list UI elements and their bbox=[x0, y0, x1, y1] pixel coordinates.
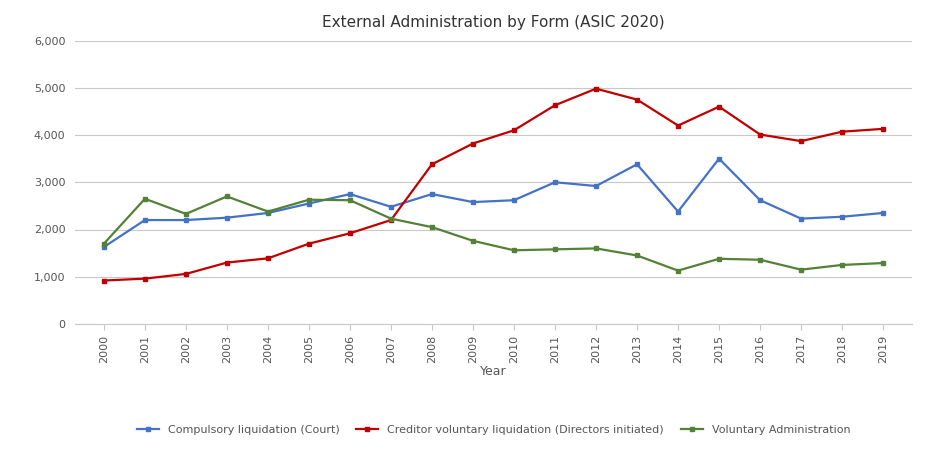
Voluntary Administration bbox=[262, 209, 274, 214]
Compulsory liquidation (Court) bbox=[344, 191, 355, 197]
Voluntary Administration bbox=[467, 238, 478, 243]
Voluntary Administration bbox=[304, 197, 315, 202]
Voluntary Administration bbox=[99, 241, 110, 247]
Creditor voluntary liquidation (Directors initiated) bbox=[344, 230, 355, 236]
Creditor voluntary liquidation (Directors initiated) bbox=[672, 123, 683, 128]
Voluntary Administration bbox=[755, 257, 766, 262]
Legend: Compulsory liquidation (Court), Creditor voluntary liquidation (Directors initia: Compulsory liquidation (Court), Creditor… bbox=[133, 420, 854, 439]
Voluntary Administration bbox=[590, 246, 602, 251]
Voluntary Administration bbox=[672, 268, 683, 273]
Compulsory liquidation (Court) bbox=[262, 210, 274, 216]
Voluntary Administration bbox=[139, 196, 150, 202]
Voluntary Administration bbox=[509, 248, 520, 253]
Voluntary Administration bbox=[385, 216, 397, 221]
Creditor voluntary liquidation (Directors initiated) bbox=[139, 276, 150, 281]
Voluntary Administration bbox=[221, 194, 232, 199]
Voluntary Administration bbox=[549, 247, 560, 252]
Compulsory liquidation (Court) bbox=[713, 156, 725, 162]
X-axis label: Year: Year bbox=[480, 365, 507, 378]
Creditor voluntary liquidation (Directors initiated) bbox=[427, 162, 438, 167]
Voluntary Administration bbox=[713, 256, 725, 261]
Creditor voluntary liquidation (Directors initiated) bbox=[632, 97, 643, 102]
Voluntary Administration bbox=[877, 261, 888, 266]
Creditor voluntary liquidation (Directors initiated) bbox=[262, 256, 274, 261]
Voluntary Administration bbox=[837, 262, 848, 268]
Creditor voluntary liquidation (Directors initiated) bbox=[713, 104, 725, 109]
Compulsory liquidation (Court) bbox=[795, 216, 807, 221]
Compulsory liquidation (Court) bbox=[877, 210, 888, 216]
Compulsory liquidation (Court) bbox=[672, 209, 683, 214]
Voluntary Administration bbox=[344, 198, 355, 203]
Voluntary Administration bbox=[795, 267, 807, 272]
Voluntary Administration bbox=[632, 253, 643, 258]
Line: Creditor voluntary liquidation (Directors initiated): Creditor voluntary liquidation (Director… bbox=[102, 86, 885, 283]
Creditor voluntary liquidation (Directors initiated) bbox=[509, 128, 520, 133]
Creditor voluntary liquidation (Directors initiated) bbox=[467, 141, 478, 146]
Title: External Administration by Form (ASIC 2020): External Administration by Form (ASIC 20… bbox=[322, 14, 665, 30]
Creditor voluntary liquidation (Directors initiated) bbox=[590, 86, 602, 91]
Line: Voluntary Administration: Voluntary Administration bbox=[102, 194, 885, 273]
Compulsory liquidation (Court) bbox=[632, 162, 643, 167]
Creditor voluntary liquidation (Directors initiated) bbox=[877, 126, 888, 131]
Compulsory liquidation (Court) bbox=[509, 198, 520, 203]
Creditor voluntary liquidation (Directors initiated) bbox=[837, 129, 848, 135]
Compulsory liquidation (Court) bbox=[837, 214, 848, 220]
Compulsory liquidation (Court) bbox=[467, 199, 478, 205]
Creditor voluntary liquidation (Directors initiated) bbox=[221, 260, 232, 265]
Creditor voluntary liquidation (Directors initiated) bbox=[755, 132, 766, 137]
Compulsory liquidation (Court) bbox=[755, 198, 766, 203]
Creditor voluntary liquidation (Directors initiated) bbox=[549, 103, 560, 108]
Compulsory liquidation (Court) bbox=[99, 244, 110, 250]
Compulsory liquidation (Court) bbox=[427, 191, 438, 197]
Voluntary Administration bbox=[427, 225, 438, 230]
Compulsory liquidation (Court) bbox=[385, 204, 397, 210]
Line: Compulsory liquidation (Court): Compulsory liquidation (Court) bbox=[102, 157, 885, 249]
Creditor voluntary liquidation (Directors initiated) bbox=[385, 217, 397, 223]
Creditor voluntary liquidation (Directors initiated) bbox=[795, 139, 807, 144]
Compulsory liquidation (Court) bbox=[139, 217, 150, 223]
Voluntary Administration bbox=[180, 211, 192, 216]
Compulsory liquidation (Court) bbox=[180, 217, 192, 223]
Compulsory liquidation (Court) bbox=[549, 180, 560, 185]
Creditor voluntary liquidation (Directors initiated) bbox=[180, 271, 192, 277]
Creditor voluntary liquidation (Directors initiated) bbox=[304, 241, 315, 247]
Creditor voluntary liquidation (Directors initiated) bbox=[99, 278, 110, 283]
Compulsory liquidation (Court) bbox=[590, 183, 602, 189]
Compulsory liquidation (Court) bbox=[304, 201, 315, 206]
Compulsory liquidation (Court) bbox=[221, 215, 232, 220]
